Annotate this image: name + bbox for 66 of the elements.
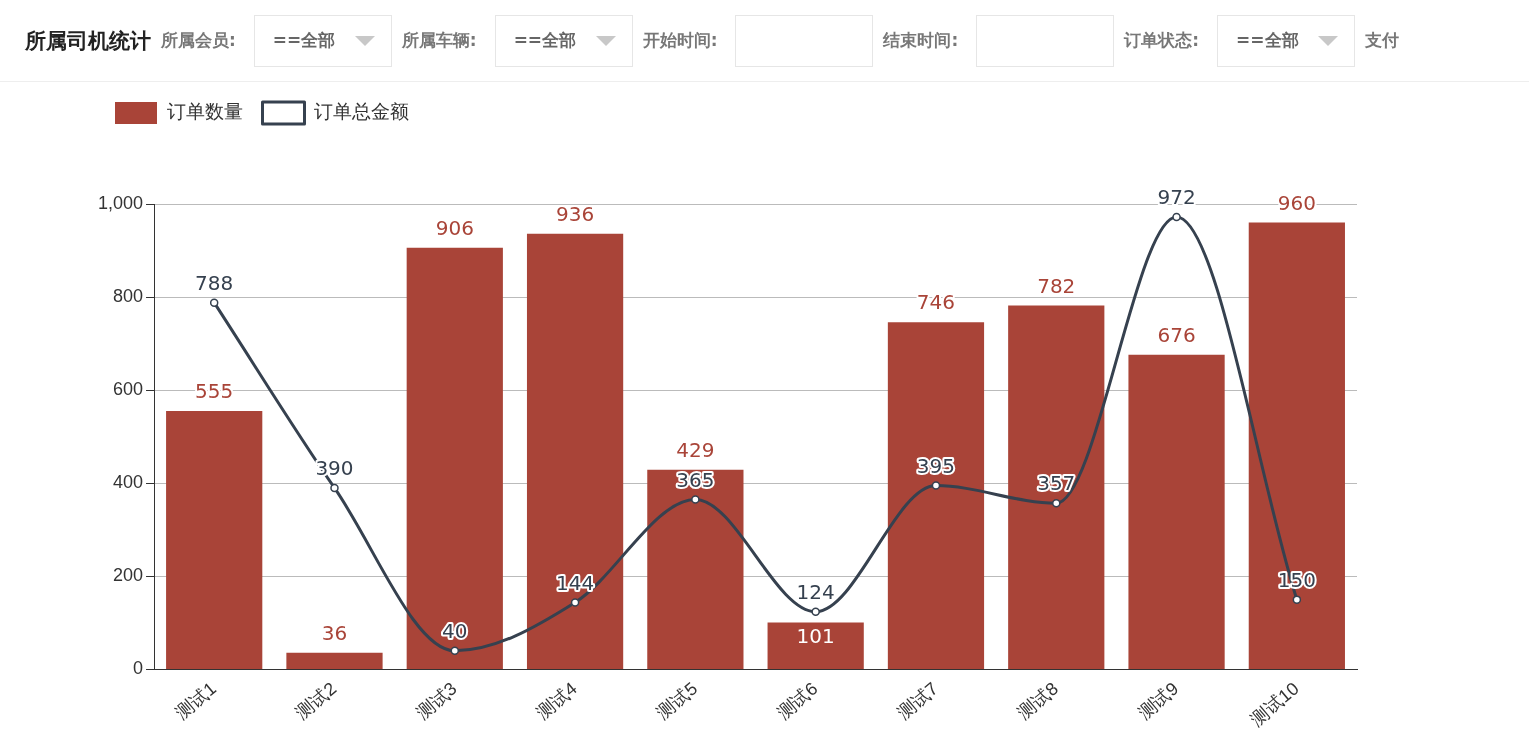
data-label: 788 [195, 270, 234, 295]
bar [526, 233, 624, 669]
x-tick-label: 测试3 [412, 678, 461, 724]
y-tick-label: 600 [113, 379, 144, 400]
bar [286, 652, 383, 669]
text: ==全部 [1217, 14, 1356, 67]
x-tick-label: 测试1 [171, 678, 220, 724]
y-tick-label: 1,000 [98, 192, 144, 213]
bar [166, 411, 263, 669]
text: 所属会员: [161, 29, 236, 52]
data-label: 357 [1037, 471, 1076, 496]
bar [1248, 222, 1345, 669]
data-label: 40 [442, 619, 468, 644]
bar [647, 469, 744, 669]
data-label: 782 [1037, 273, 1076, 298]
data-label: 960 [1277, 190, 1316, 215]
text: 开始时间: [642, 29, 718, 52]
text: 结束时间: [883, 29, 959, 52]
data-label: 746 [916, 290, 956, 315]
bar [1008, 305, 1105, 669]
legend-label: 订单数量 [166, 101, 243, 123]
point [1292, 595, 1302, 604]
text: 支付 [1365, 29, 1400, 52]
point [1172, 212, 1181, 222]
data-label: 395 [916, 453, 956, 478]
point [1052, 499, 1061, 508]
data-label: 906 [435, 215, 474, 240]
text: ==全部 [253, 14, 392, 67]
x-tick-label: 测试10 [1246, 678, 1303, 730]
y-tick-label: 800 [113, 286, 144, 307]
x-tick-label: 测试8 [1013, 678, 1063, 724]
x-tick-label: 测试6 [773, 678, 822, 724]
data-label: 555 [195, 379, 234, 404]
data-label: 124 [796, 579, 835, 604]
point [450, 646, 460, 656]
text: 所属车辆: [401, 29, 477, 52]
point [691, 495, 700, 504]
bar [767, 622, 864, 669]
text: ==全部 [494, 14, 633, 67]
point [209, 298, 219, 307]
legend-label: 订单总金额 [314, 101, 409, 123]
y-tick-label: 200 [113, 565, 144, 586]
x-tick-label: 测试2 [292, 678, 341, 724]
data-label: 936 [555, 201, 595, 226]
text: 订单状态: [1124, 29, 1200, 52]
bar [406, 247, 503, 669]
y-tick-label: 400 [113, 472, 144, 493]
chart-title: 所属司机统计 [25, 27, 151, 55]
bar [1128, 354, 1225, 669]
point [330, 483, 339, 493]
y-tick-label: 0 [133, 658, 144, 679]
data-label: 101 [796, 623, 835, 648]
point [570, 598, 580, 607]
x-tick-label: 测试7 [893, 678, 942, 724]
point [811, 607, 820, 616]
data-label: 365 [676, 467, 715, 492]
x-tick-label: 测试5 [653, 678, 702, 724]
data-label: 429 [676, 437, 715, 462]
data-label: 36 [321, 620, 348, 645]
data-label: 144 [555, 570, 595, 595]
x-tick-label: 测试9 [1134, 678, 1183, 724]
bar [887, 322, 985, 669]
x-tick-label: 测试4 [532, 678, 581, 724]
data-label: 972 [1157, 185, 1196, 210]
data-label: 676 [1157, 323, 1196, 348]
point [931, 481, 941, 490]
